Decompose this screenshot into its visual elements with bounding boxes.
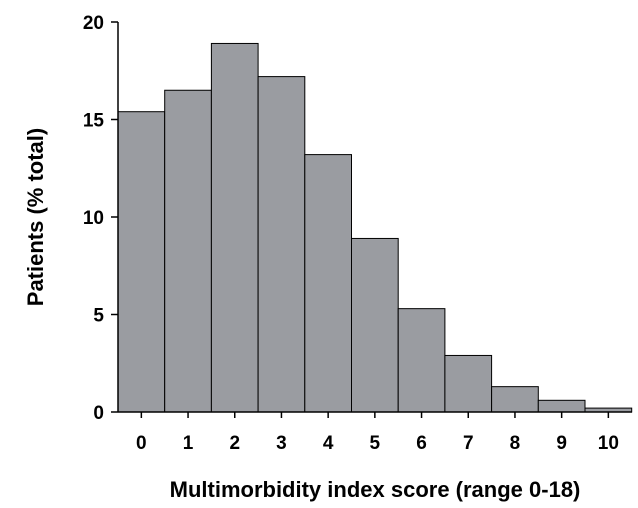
x-tick-label: 3 — [276, 433, 287, 454]
x-tick-label: 4 — [323, 433, 334, 454]
bar-5 — [351, 237, 399, 413]
bar-8 — [491, 386, 539, 413]
bars-group — [117, 42, 633, 413]
bar-6 — [397, 308, 446, 413]
x-tick-label: 2 — [229, 433, 240, 454]
x-tick-label: 5 — [370, 433, 381, 454]
y-axis-title: Patients (% total) — [23, 128, 48, 306]
y-ticks-group: 0 5 10 15 20 — [83, 13, 118, 424]
bar-0 — [117, 111, 166, 413]
bar-7 — [444, 354, 493, 413]
x-tick-label: 1 — [183, 433, 194, 454]
x-ticks-group: 0 1 2 3 4 5 6 7 8 9 10 — [136, 412, 619, 454]
x-tick-label: 8 — [510, 433, 521, 454]
bar-2 — [210, 42, 259, 413]
x-tick-label: 6 — [416, 433, 427, 454]
x-tick-label: 9 — [556, 433, 567, 454]
bar-9 — [537, 399, 586, 413]
y-tick-label: 20 — [83, 13, 104, 34]
y-tick-label: 15 — [83, 111, 105, 132]
y-tick-label: 5 — [93, 306, 104, 327]
y-tick-label: 0 — [93, 403, 104, 424]
y-tick-label: 10 — [83, 208, 104, 229]
bar-3 — [257, 76, 306, 413]
x-tick-label: 0 — [136, 433, 147, 454]
bar-1 — [164, 89, 212, 413]
x-tick-label: 7 — [463, 433, 474, 454]
x-tick-label: 10 — [598, 433, 619, 454]
x-axis-title: Multimorbidity index score (range 0-18) — [170, 477, 581, 502]
bar-4 — [304, 154, 352, 413]
